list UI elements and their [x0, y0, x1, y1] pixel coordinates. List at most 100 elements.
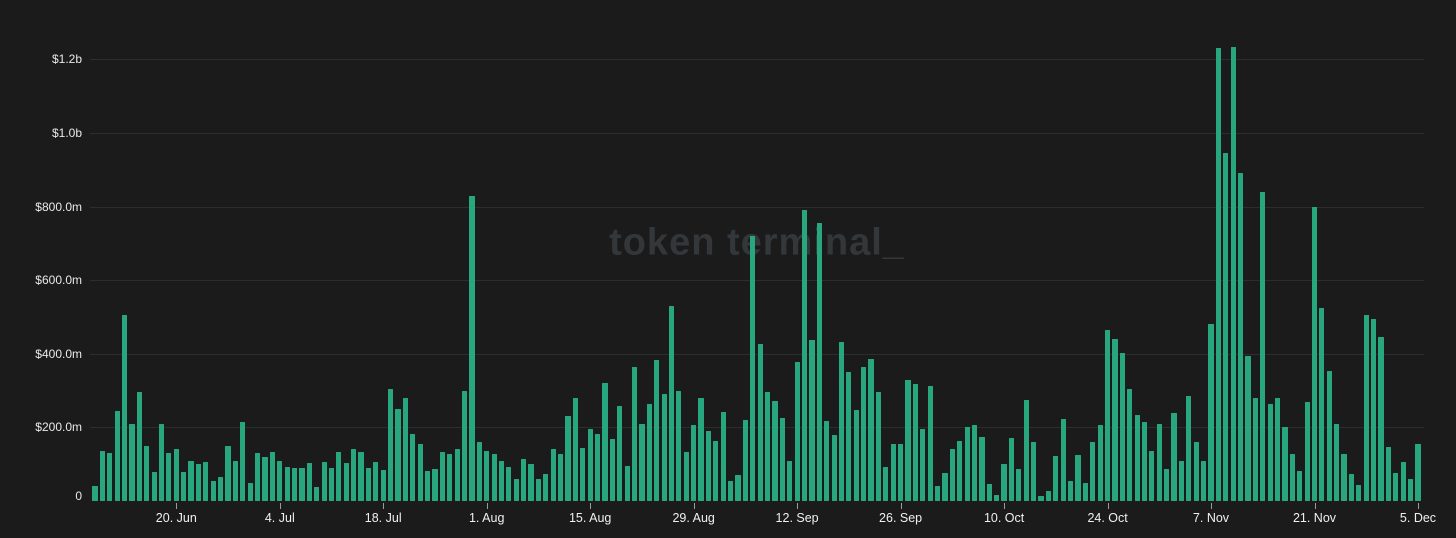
- bar[interactable]: [1289, 454, 1295, 501]
- bar[interactable]: [1053, 455, 1059, 501]
- bar[interactable]: [121, 315, 128, 501]
- bar[interactable]: [314, 487, 320, 501]
- bar[interactable]: [373, 462, 379, 501]
- bar[interactable]: [1215, 48, 1222, 501]
- bar[interactable]: [158, 423, 165, 501]
- bar[interactable]: [188, 460, 194, 501]
- bar[interactable]: [609, 439, 615, 501]
- bar[interactable]: [809, 340, 815, 501]
- bar[interactable]: [1201, 460, 1207, 501]
- bar[interactable]: [1031, 442, 1037, 501]
- bar[interactable]: [491, 453, 497, 501]
- bar[interactable]: [203, 462, 209, 501]
- bar[interactable]: [1341, 453, 1347, 501]
- bar[interactable]: [1023, 400, 1029, 501]
- bar[interactable]: [1223, 153, 1229, 501]
- bar[interactable]: [380, 469, 386, 501]
- bar[interactable]: [1378, 337, 1384, 501]
- bar[interactable]: [513, 479, 519, 501]
- bar[interactable]: [166, 453, 172, 501]
- bar[interactable]: [558, 453, 564, 501]
- bar[interactable]: [1164, 468, 1170, 501]
- bar[interactable]: [1112, 339, 1118, 501]
- bar[interactable]: [639, 424, 645, 501]
- bar[interactable]: [631, 367, 638, 501]
- bar[interactable]: [1008, 438, 1015, 501]
- bar[interactable]: [1208, 324, 1214, 501]
- bar[interactable]: [905, 379, 911, 501]
- bar[interactable]: [728, 480, 734, 501]
- bar[interactable]: [1193, 442, 1199, 501]
- bar[interactable]: [994, 495, 1000, 501]
- bar[interactable]: [668, 305, 675, 501]
- bar[interactable]: [1238, 173, 1244, 501]
- bar[interactable]: [461, 390, 468, 501]
- bar[interactable]: [565, 415, 571, 501]
- bar[interactable]: [321, 462, 327, 501]
- bar[interactable]: [1408, 478, 1414, 501]
- bar[interactable]: [1104, 329, 1111, 501]
- bar[interactable]: [550, 449, 556, 501]
- bar[interactable]: [291, 467, 298, 501]
- bar[interactable]: [750, 236, 756, 501]
- bar[interactable]: [1134, 415, 1140, 501]
- bar[interactable]: [528, 464, 534, 501]
- bar[interactable]: [1156, 424, 1162, 501]
- bar[interactable]: [853, 409, 859, 501]
- bar[interactable]: [107, 453, 113, 501]
- bar[interactable]: [587, 429, 593, 501]
- bar[interactable]: [934, 485, 941, 501]
- bar[interactable]: [543, 474, 549, 501]
- bar[interactable]: [1304, 402, 1310, 501]
- bar[interactable]: [136, 392, 142, 501]
- bar[interactable]: [942, 472, 948, 501]
- bar[interactable]: [1045, 491, 1052, 501]
- bar[interactable]: [920, 429, 926, 501]
- bar[interactable]: [661, 393, 667, 501]
- bar[interactable]: [654, 360, 660, 501]
- bar[interactable]: [846, 371, 852, 501]
- bar[interactable]: [1267, 404, 1273, 501]
- bar[interactable]: [1060, 418, 1066, 501]
- bar[interactable]: [1001, 464, 1007, 501]
- bar[interactable]: [883, 466, 889, 501]
- bar[interactable]: [1319, 307, 1325, 501]
- bar[interactable]: [764, 391, 771, 501]
- bar[interactable]: [262, 456, 268, 501]
- bar[interactable]: [1178, 460, 1185, 501]
- bar[interactable]: [129, 423, 135, 501]
- bar[interactable]: [92, 486, 98, 501]
- bar[interactable]: [306, 463, 312, 501]
- bar[interactable]: [986, 484, 992, 501]
- bar[interactable]: [1141, 421, 1148, 501]
- bar[interactable]: [898, 443, 904, 501]
- bar[interactable]: [114, 410, 120, 501]
- bar[interactable]: [912, 383, 918, 501]
- bar[interactable]: [1326, 370, 1332, 501]
- bar[interactable]: [469, 195, 475, 501]
- bar[interactable]: [735, 475, 741, 501]
- bar[interactable]: [801, 210, 808, 501]
- bar[interactable]: [232, 460, 239, 501]
- bar[interactable]: [255, 453, 261, 501]
- bar[interactable]: [1186, 395, 1192, 501]
- bar[interactable]: [617, 405, 623, 501]
- bar[interactable]: [432, 468, 438, 501]
- bar[interactable]: [861, 367, 867, 501]
- bar[interactable]: [779, 418, 785, 501]
- bar[interactable]: [218, 477, 224, 501]
- bar[interactable]: [328, 467, 335, 501]
- bar[interactable]: [484, 450, 490, 501]
- bar[interactable]: [498, 460, 505, 501]
- bar[interactable]: [742, 420, 748, 501]
- bar[interactable]: [247, 482, 253, 501]
- bar[interactable]: [521, 458, 527, 501]
- bar[interactable]: [1016, 468, 1022, 501]
- bar[interactable]: [476, 442, 482, 501]
- bar[interactable]: [395, 409, 401, 501]
- bar[interactable]: [964, 427, 970, 501]
- bar[interactable]: [1119, 352, 1125, 501]
- bar[interactable]: [210, 480, 216, 501]
- bar[interactable]: [602, 382, 608, 501]
- bar[interactable]: [794, 362, 800, 501]
